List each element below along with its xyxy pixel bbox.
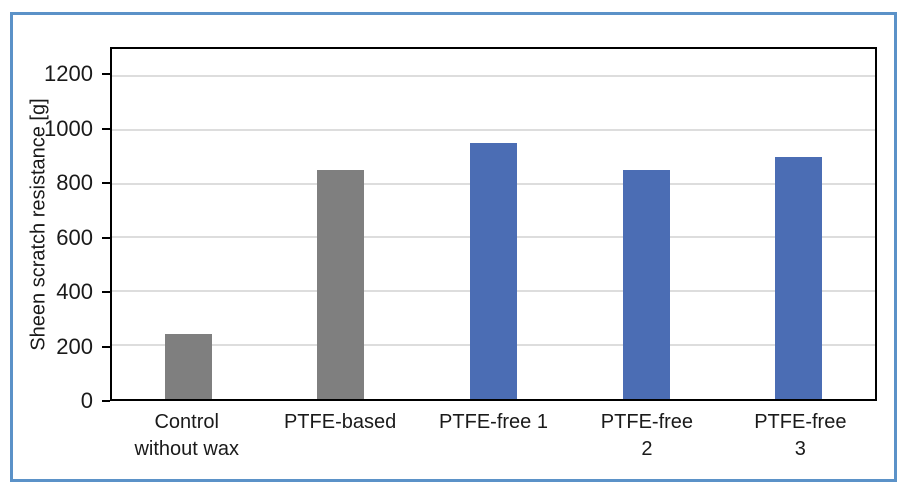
- y-axis: 0 200 400 600 800 1000 1200: [13, 47, 110, 413]
- bar-5: [775, 156, 823, 399]
- x-axis-labels: Control without wax PTFE-based PTFE-free 1…: [110, 409, 877, 463]
- gridline: [112, 74, 875, 77]
- y-tick-mark: [102, 236, 110, 239]
- plot-area: [110, 47, 877, 401]
- gridline: [112, 128, 875, 131]
- y-tick-mark: [102, 291, 110, 294]
- x-category-label: PTFE-based: [283, 411, 397, 433]
- x-category-label: PTFE-free 3: [754, 411, 847, 460]
- y-tick-label: 600: [56, 224, 93, 250]
- chart-frame: Sheen scratch resistance [g] 0 200 400 600 8…: [10, 12, 897, 482]
- y-tick-label: 200: [56, 333, 93, 359]
- bar-4: [622, 170, 670, 399]
- y-tick-mark: [102, 127, 110, 130]
- y-tick-mark: [102, 182, 110, 185]
- bar-1: [164, 334, 212, 399]
- y-tick-mark: [102, 400, 110, 402]
- x-category-label: Control without wax: [134, 411, 239, 460]
- x-category-label: PTFE-free 2: [600, 411, 694, 460]
- y-tick-label: 400: [56, 279, 93, 305]
- y-tick-mark: [102, 345, 110, 348]
- y-tick-label: 0: [80, 388, 93, 413]
- y-tick-label: 1000: [44, 115, 93, 141]
- y-tick-mark: [102, 73, 110, 76]
- y-tick-label: 800: [56, 170, 93, 196]
- bar-3: [470, 143, 517, 399]
- y-tick-label: 1200: [44, 61, 93, 87]
- bar-2: [317, 170, 365, 399]
- x-category-label: PTFE-free 1: [439, 411, 548, 433]
